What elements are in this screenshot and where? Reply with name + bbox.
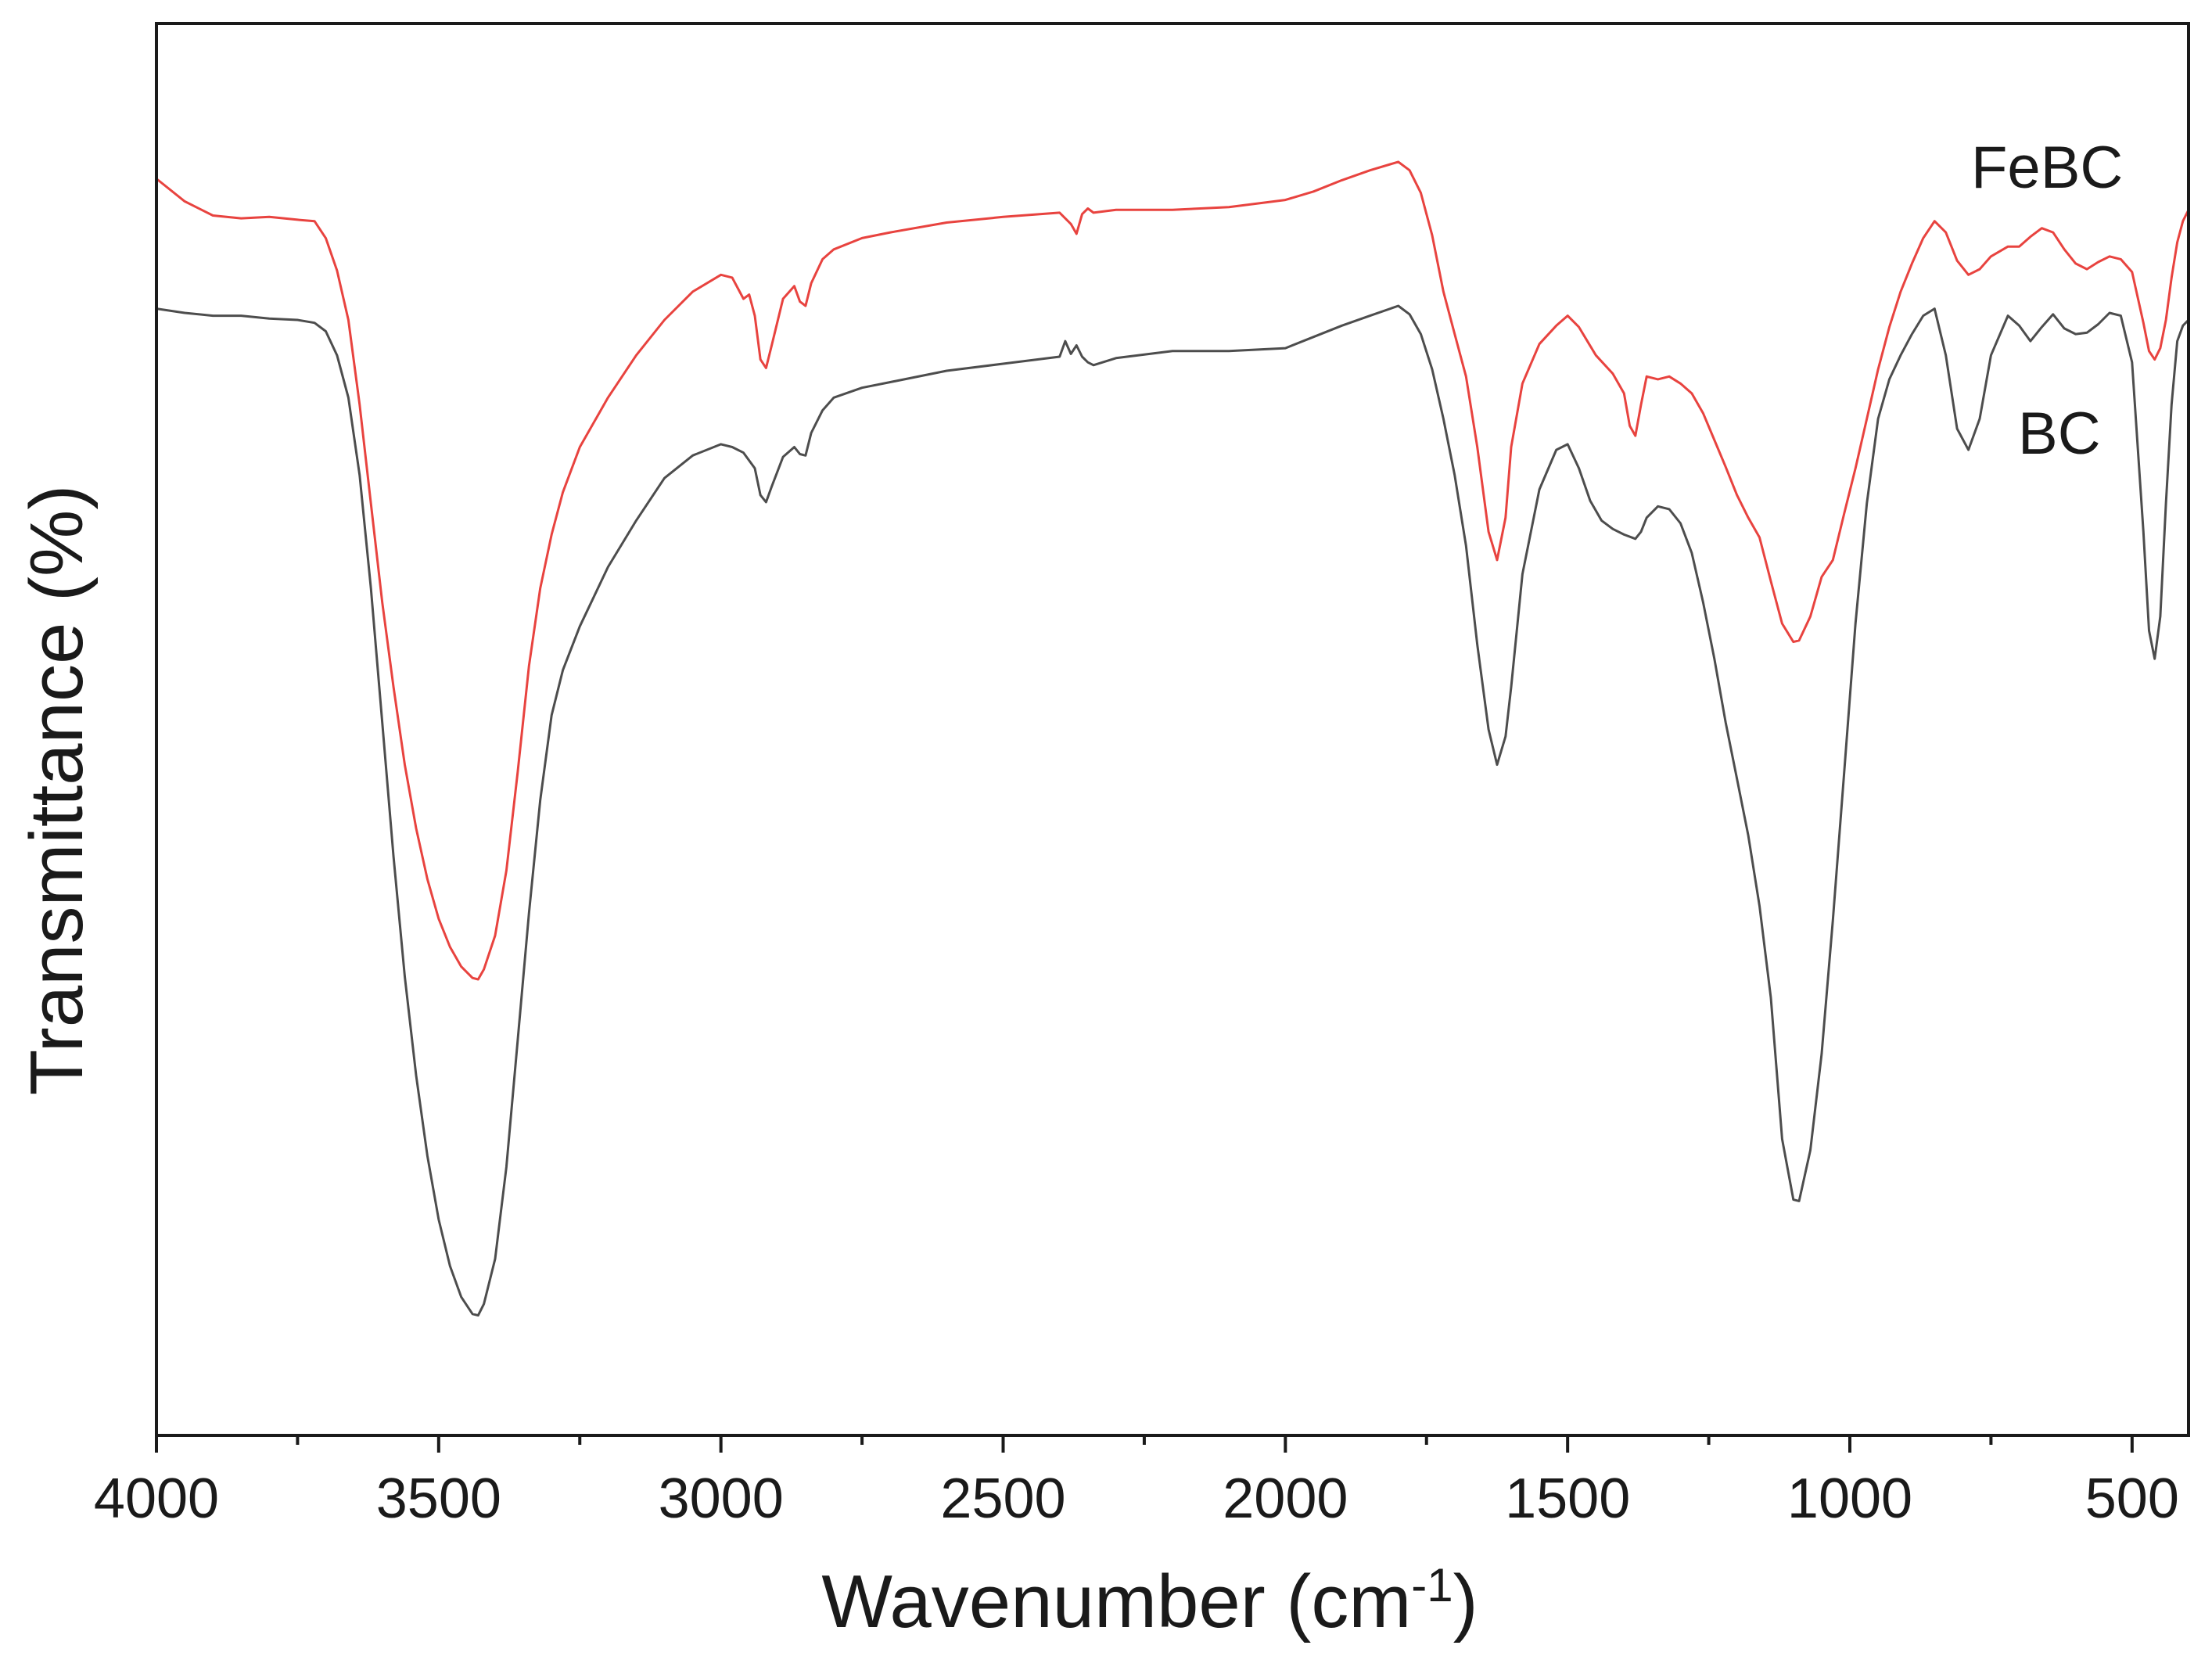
series-layer [156, 160, 2189, 1317]
x-tick-label-2500: 2500 [940, 1467, 1065, 1530]
x-axis-title-main: Wavenumber (cm [821, 1560, 1411, 1643]
x-tick-label-3000: 3000 [659, 1467, 784, 1530]
series-line-febc [156, 160, 2189, 981]
x-axis-title-close: ) [1453, 1560, 1478, 1643]
x-tick-label-500: 500 [2085, 1467, 2179, 1530]
x-tick-label-1000: 1000 [1787, 1467, 1912, 1530]
x-axis-title: Wavenumber (cm-1) [821, 1559, 1478, 1644]
x-tick-label-4000: 4000 [94, 1467, 219, 1530]
x-tick-label-3500: 3500 [376, 1467, 501, 1530]
series-line-bc [156, 304, 2189, 1317]
series-label-febc: FeBC [1971, 135, 2123, 201]
x-axis-tick-labels: 4000 3500 3000 2500 2000 1500 1000 500 [94, 1467, 2179, 1530]
x-tick-label-1500: 1500 [1505, 1467, 1630, 1530]
series-label-bc: BC [2018, 401, 2101, 467]
x-tick-label-2000: 2000 [1223, 1467, 1348, 1530]
y-axis-title: Transmittance (%) [15, 485, 99, 1096]
x-axis-title-superscript: -1 [1411, 1559, 1453, 1611]
plot-frame [155, 22, 2190, 1437]
x-axis-ticks [155, 1435, 2134, 1453]
